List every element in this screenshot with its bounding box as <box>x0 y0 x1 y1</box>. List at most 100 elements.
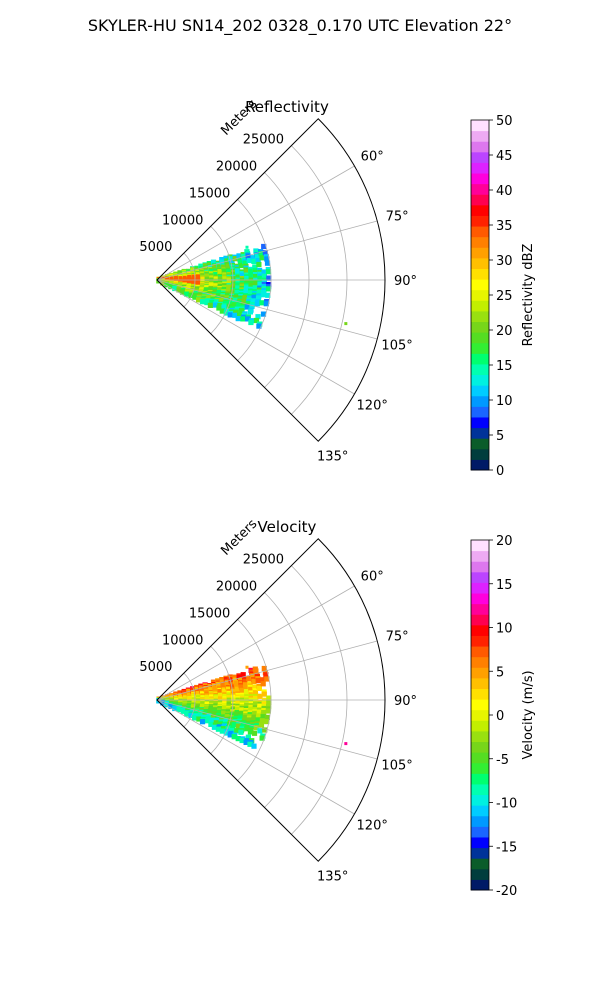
refl-echo-cell <box>176 287 182 293</box>
refl-echo-cell <box>236 300 242 306</box>
figure-title: SKYLER-HU SN14_202 0328_0.170 UTC Elevat… <box>88 16 512 36</box>
vel-echo-cell <box>253 701 259 707</box>
refl-echo-cell <box>255 295 262 301</box>
vel-colorbar-label: Velocity (m/s) <box>521 670 536 759</box>
refl-echo-cell <box>212 264 218 270</box>
refl-echo-cell <box>199 299 206 305</box>
vel-echo-cell <box>230 688 236 694</box>
vel-range-tick: 25000 <box>243 553 284 568</box>
refl-colorbar-swatch <box>471 427 489 439</box>
vel-echo-cell <box>228 678 234 684</box>
vel-colorbar-tick: -20 <box>496 884 517 899</box>
refl-colorbar-swatch <box>471 332 489 344</box>
refl-echo-cell <box>260 292 266 298</box>
vel-echo-cell <box>176 706 182 713</box>
refl-echo-cell <box>235 274 241 280</box>
vel-colorbar-swatch <box>471 614 489 626</box>
vel-echo-cell <box>248 686 254 692</box>
refl-colorbar-swatch <box>471 247 489 259</box>
vel-echo-cell <box>241 721 247 727</box>
refl-colorbar-swatch <box>471 416 489 429</box>
refl-echo-cell <box>235 269 241 275</box>
vel-theta-tick: 60° <box>361 570 384 585</box>
vel-echo-cell <box>219 728 225 734</box>
vel-echo-cell <box>212 686 218 692</box>
vel-echo-cell <box>257 693 263 699</box>
vel-colorbar-swatch <box>471 540 489 552</box>
vel-colorbar-tick: 10 <box>496 622 513 637</box>
vel-colorbar-swatch <box>471 624 489 636</box>
vel-colorbar-swatch <box>471 762 489 774</box>
vel-colorbar-swatch <box>471 836 489 849</box>
vel-echo-cell <box>199 719 206 725</box>
vel-echo-cell <box>238 684 245 690</box>
refl-echo-cell <box>160 280 166 286</box>
vel-colorbar-tick: 15 <box>496 578 513 593</box>
refl-echo-cell <box>192 294 198 300</box>
refl-theta-tick: 75° <box>386 210 409 225</box>
refl-sector-frame <box>156 118 386 442</box>
refl-echo-cell <box>261 273 267 279</box>
vel-echo-cell <box>260 714 266 720</box>
refl-echo-cell <box>265 286 272 292</box>
refl-colorbar-tick: 35 <box>496 219 513 234</box>
refl-echo-cell <box>254 301 260 307</box>
vel-echo-cell <box>225 726 231 732</box>
vel-echo-cell <box>242 714 248 720</box>
vel-colorbar-swatch <box>471 868 489 880</box>
refl-colorbar-tick: 50 <box>496 114 513 129</box>
refl-echo-cell <box>172 285 178 292</box>
vel-echo-cell <box>234 728 240 734</box>
refl-colorbar-tick: 40 <box>496 184 513 199</box>
refl-echo-cell <box>223 310 229 316</box>
vel-range-tick: 5000 <box>139 660 172 675</box>
vel-echo-cell <box>230 684 236 690</box>
refl-echo-cell <box>245 316 251 322</box>
refl-colorbar-tick: 30 <box>496 254 513 269</box>
vel-echo-cell <box>261 691 267 697</box>
vel-echo-cell <box>249 723 255 729</box>
vel-echo-cell <box>246 717 252 723</box>
vel-echo-cell <box>229 681 235 687</box>
refl-echo-cell <box>262 250 268 256</box>
vel-echo-cell <box>238 729 244 735</box>
vel-colorbar-tick: 20 <box>496 534 513 549</box>
vel-azimuth-line <box>156 585 355 701</box>
vel-theta-tick: 120° <box>357 818 388 833</box>
refl-colorbar-swatch <box>471 130 489 142</box>
refl-colorbar-swatch <box>471 385 489 397</box>
refl-echo-cell <box>245 254 251 260</box>
refl-colorbar-swatch <box>471 120 489 132</box>
refl-echo-cell <box>247 309 253 315</box>
refl-echo-cell <box>260 311 267 317</box>
vel-echo-cell <box>164 702 170 708</box>
vel-echo-cell <box>203 709 209 715</box>
vel-echo-cell <box>263 672 269 678</box>
refl-echo-cell <box>188 292 194 298</box>
refl-colorbar-swatch <box>471 321 489 333</box>
refl-echo-cells <box>156 243 348 329</box>
refl-theta-tick: 90° <box>394 274 417 289</box>
refl-azimuth-line <box>156 165 355 281</box>
refl-colorbar-tick: 20 <box>496 324 513 339</box>
vel-echo-cell <box>253 725 259 731</box>
vel-echo-cell <box>259 718 265 724</box>
vel-colorbar-swatch <box>471 561 489 573</box>
refl-colorbar-swatch <box>471 236 489 248</box>
vel-echo-cell <box>258 722 265 728</box>
vel-echo-cell <box>184 711 190 717</box>
vel-echo-cell <box>223 730 229 736</box>
vel-colorbar-swatch <box>471 815 489 827</box>
refl-echo-cell <box>256 261 262 268</box>
reflectivity-panel: Reflectivity60°75°90°105°120°135°5000100… <box>139 96 536 479</box>
refl-colorbar-swatch <box>471 194 489 206</box>
vel-echo-cell <box>257 728 263 734</box>
refl-colorbar-swatch <box>471 279 489 291</box>
refl-echo-cell <box>265 269 272 275</box>
refl-colorbar-swatch <box>471 438 489 450</box>
vel-colorbar-swatch <box>471 709 489 721</box>
vel-colorbar-swatch <box>471 656 489 668</box>
vel-colorbar: -20 -15 -10 -5 0 5 10 15 20 Velocity (m/s) <box>470 534 536 899</box>
refl-echo-cell <box>248 319 254 326</box>
